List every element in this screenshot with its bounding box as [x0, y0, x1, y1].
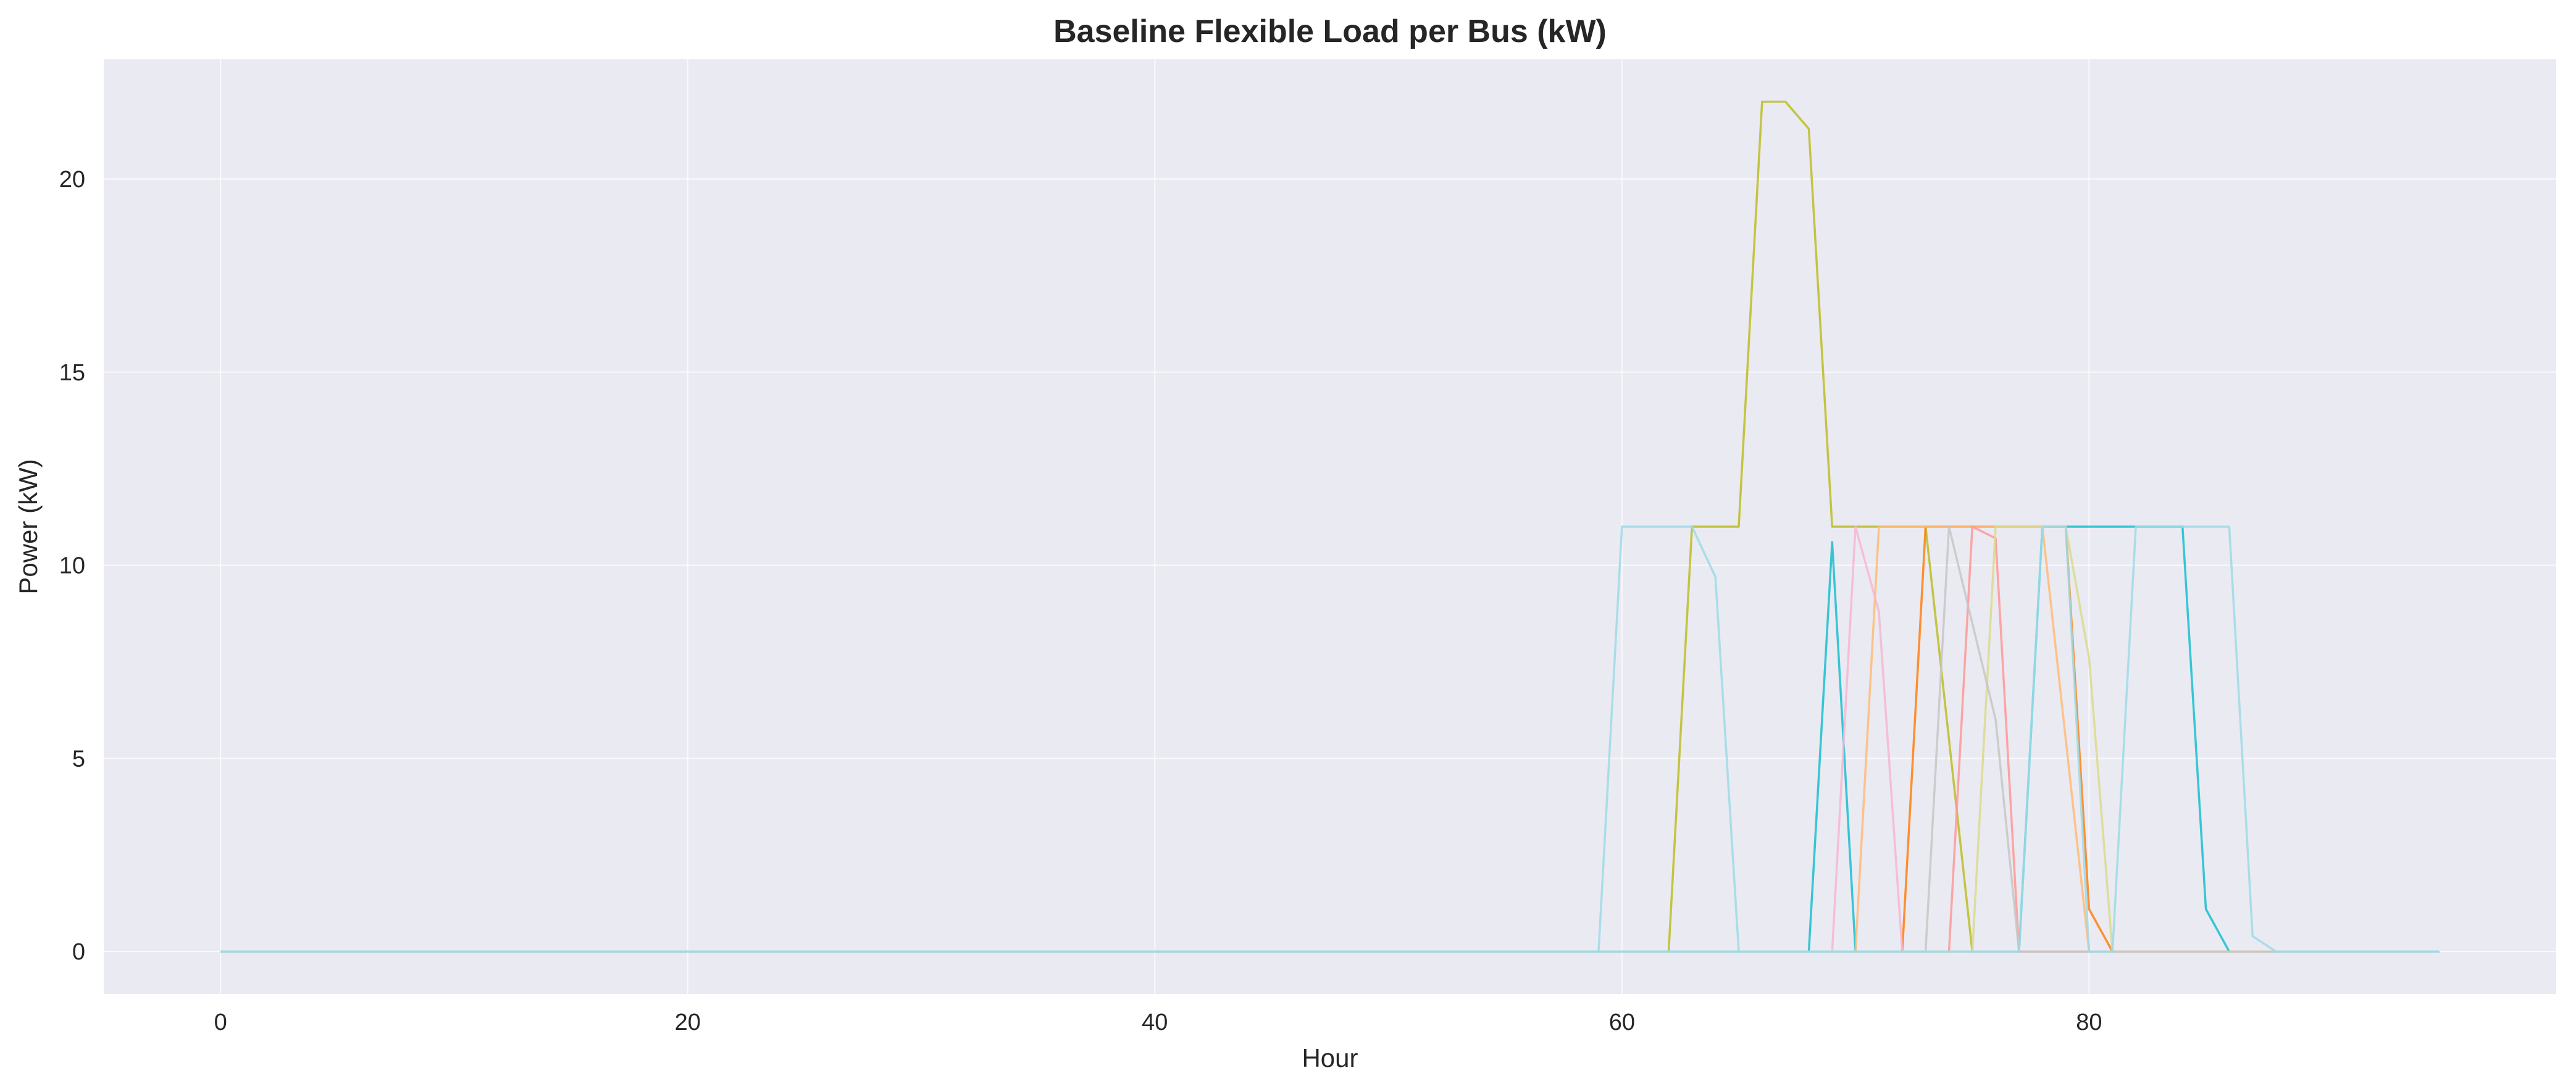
- series-line-10: [220, 525, 2440, 953]
- y-tick-label: 5: [72, 746, 85, 772]
- x-tick-label: 60: [1609, 1009, 1635, 1035]
- y-axis-label: Power (kW): [14, 459, 43, 594]
- y-tick-label: 10: [59, 553, 85, 579]
- y-tick-label: 20: [59, 167, 85, 193]
- y-tick-label: 0: [72, 939, 85, 965]
- tick-labels: 0 20 40 60 80 0 5 10 15 20: [59, 167, 2102, 1035]
- chart-title: Baseline Flexible Load per Bus (kW): [1053, 14, 1607, 49]
- x-tick-label: 20: [675, 1009, 701, 1035]
- x-tick-label: 80: [2076, 1009, 2102, 1035]
- series-lines: [220, 101, 2440, 953]
- x-axis-label: Hour: [1302, 1043, 1358, 1072]
- x-tick-label: 0: [214, 1009, 227, 1035]
- x-tick-label: 40: [1142, 1009, 1168, 1035]
- y-tick-label: 15: [59, 360, 85, 386]
